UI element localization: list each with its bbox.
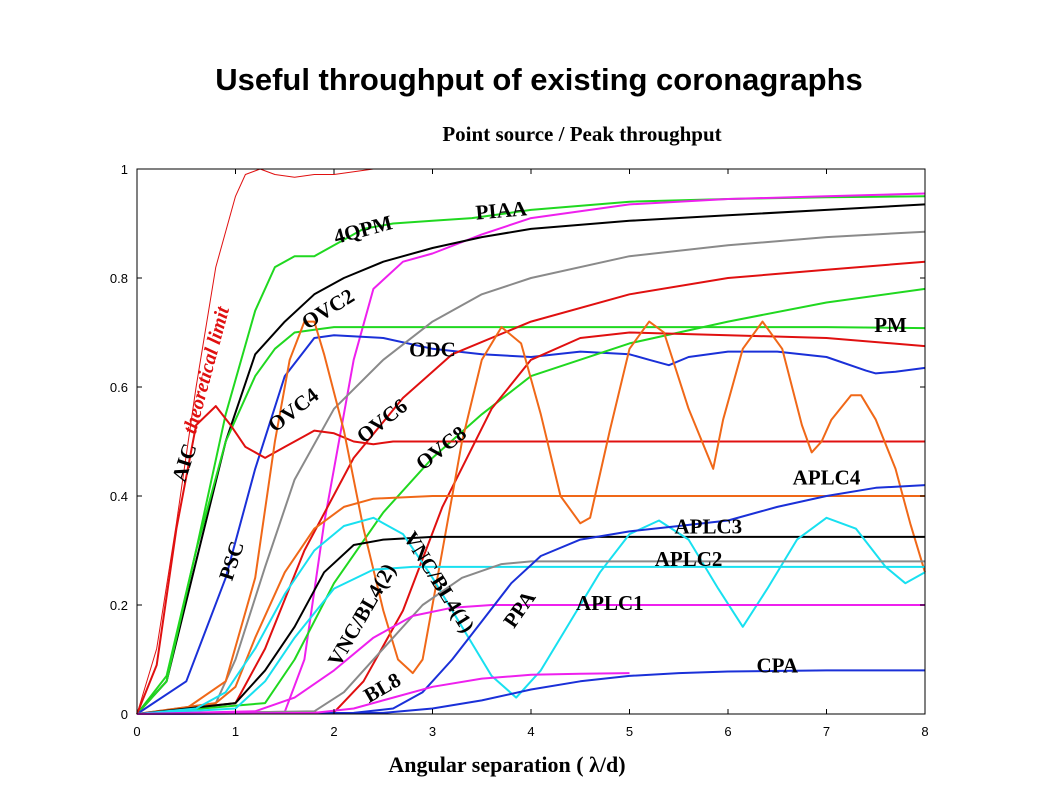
x-tick-label: 0 (133, 724, 140, 739)
y-tick-label: 0.4 (110, 489, 128, 504)
series-line-odc-red (136, 331, 926, 715)
slide-title: Useful throughput of existing coronagrap… (215, 62, 863, 97)
x-tick-label: 6 (724, 724, 731, 739)
x-tick-label: 7 (823, 724, 830, 739)
series-line-aplc3 (136, 516, 926, 715)
y-tick-label: 0.6 (110, 380, 128, 395)
y-tick-label: 0 (121, 707, 128, 722)
series-line-pm (136, 326, 926, 715)
curve-label-aplc3: APLC3 (674, 515, 742, 539)
chart-title: Point source / Peak throughput (442, 122, 721, 146)
series-line-aic (136, 405, 925, 715)
curve-label-cpa: CPA (756, 653, 798, 677)
series-line-odc (136, 334, 926, 715)
x-tick-label: 5 (626, 724, 633, 739)
curve-label-vnc-bl4-1: VNC/BL4(1) (399, 527, 480, 637)
series-line-ovc6 (136, 260, 926, 715)
curve-label-pm: PM (874, 313, 907, 337)
series-line-theoretical-limit (136, 168, 374, 715)
series-line-ovc4 (136, 320, 926, 715)
x-axis-label: Angular separation ( λ/d) (388, 752, 625, 777)
series-line-psc (136, 495, 925, 715)
curve-label-aplc2: APLC2 (655, 547, 723, 571)
curve-label-ovc6: OVC6 (352, 394, 412, 448)
x-tick-label: 1 (232, 724, 239, 739)
series-line-aplc2-grey (136, 560, 925, 715)
series-line-bl8 (136, 672, 630, 715)
curve-label-piaa: PIAA (475, 196, 529, 224)
y-tick-label: 0.2 (110, 598, 128, 613)
series-line-ovc4-grey (136, 230, 926, 715)
series-line-aplc2 (136, 565, 925, 715)
curve-label-aic: AIC (167, 441, 202, 485)
curve-label-odc: ODC (409, 337, 456, 361)
series-line-aplc4 (136, 484, 926, 715)
curve-label-ovc4: OVC4 (263, 382, 323, 436)
series-line-cpa (136, 669, 925, 715)
y-tick-label: 1 (121, 162, 128, 177)
series-line-aplc1 (136, 604, 925, 715)
series-line-piaa (136, 192, 926, 715)
x-tick-label: 2 (330, 724, 337, 739)
curve-label-aplc4: APLC4 (793, 465, 861, 489)
series-line-ovc2 (136, 203, 926, 715)
series-line-vnc-bl4-2 (136, 535, 925, 715)
y-tick-label: 0.8 (110, 271, 128, 286)
curve-label-psc: PSC (214, 538, 249, 583)
series-line-ovc8 (136, 287, 926, 715)
x-tick-label: 3 (429, 724, 436, 739)
x-tick-label: 4 (527, 724, 534, 739)
x-tick-label: 8 (921, 724, 928, 739)
series-line-4qpm (136, 195, 926, 715)
curve-label-aplc1: APLC1 (576, 591, 644, 615)
curve-label-4qpm: 4QPM (331, 210, 395, 249)
